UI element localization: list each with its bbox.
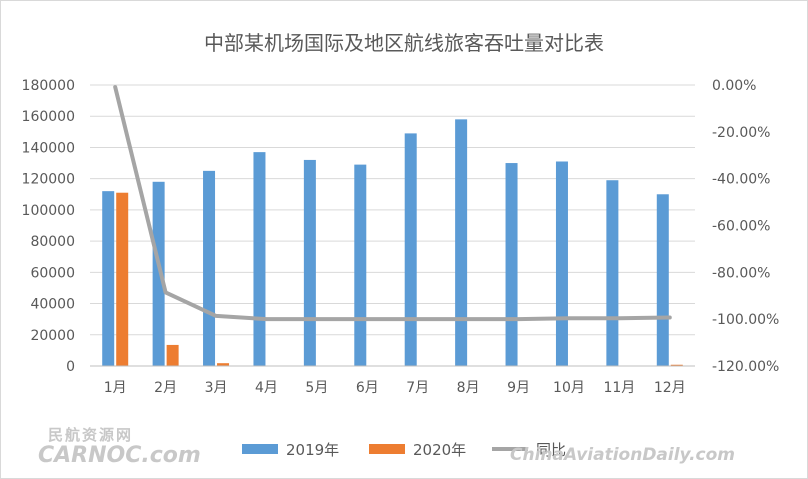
bar-2019年-2月 [152,181,165,366]
x-tick-label: 11月 [603,380,635,396]
watermark-carnoc-en: CARNOC.com [38,443,201,468]
x-tick-label: 5月 [305,380,328,396]
carnoc-watermark: 民航资源网 CARNOC.com [38,426,201,468]
x-tick-label: 10月 [553,380,585,396]
legend-swatch-2019年 [242,444,278,454]
right-tick-label: -100.00% [712,312,779,328]
bar-2019年-1月 [102,191,115,366]
bar-2019年-7月 [404,133,417,366]
legend: 2019年 2020年 同比 [242,441,566,459]
x-tick-label: 8月 [457,380,480,396]
line-同比 [113,85,672,322]
x-tick-label: 7月 [406,380,429,396]
bar-2019年-9月 [505,163,518,366]
bar-2019年-3月 [203,170,216,366]
bar-2019年-11月 [606,180,619,366]
bar-2020年-12月 [670,364,683,366]
bar-2019年-6月 [354,164,367,366]
right-tick-label: 0.00% [712,78,756,94]
chart-title: 中部某机场国际及地区航线旅客吞吐量对比表 [204,31,604,55]
right-y-axis: 0.00% -20.00% -40.00% -60.00% -80.00% -100.00… [712,78,779,375]
bar-2020年-3月 [217,363,230,366]
left-tick-label: 80000 [30,234,75,250]
line-series [113,85,672,322]
bar-2019年-12月 [656,194,669,366]
legend-label-2020年: 2020年 [413,441,466,459]
x-tick-label: 1月 [104,380,127,396]
aviation-daily-watermark: ChinaAviationDaily.com [510,445,735,465]
left-tick-label: 40000 [30,297,75,313]
left-tick-label: 160000 [22,109,75,125]
left-tick-label: 140000 [22,140,75,156]
right-tick-label: -60.00% [712,219,770,235]
bar-2020年-1月 [116,192,129,366]
legend-swatch-2020年 [369,444,405,454]
left-tick-label: 20000 [30,328,75,344]
legend-label-同比: 同比 [536,441,566,459]
left-y-axis: 0 20000 40000 60000 80000 100000 120000 140000 1… [22,78,75,375]
x-tick-label: 6月 [356,380,379,396]
legend-label-2019年: 2019年 [286,441,339,459]
right-tick-label: -40.00% [712,172,770,188]
bar-2020年-2月 [166,344,179,366]
x-tick-label: 12月 [654,380,686,396]
x-tick-label: 2月 [154,380,177,396]
bar-2019年-5月 [303,159,316,366]
left-tick-label: 100000 [22,203,75,219]
x-axis: 1月 2月 3月 4月 5月 6月 7月 8月 9月 10月 11月 12月 [90,365,695,396]
x-tick-label: 3月 [205,380,228,396]
watermark-carnoc-cn: 民航资源网 [48,426,133,444]
bar-2019年-8月 [455,119,468,366]
right-tick-label: -20.00% [712,125,770,141]
left-tick-label: 120000 [22,172,75,188]
bar-2019年-4月 [253,152,266,366]
left-tick-label: 0 [66,359,75,375]
right-tick-label: -80.00% [712,265,770,281]
right-tick-label: -120.00% [712,359,779,375]
watermark-aviation-daily: ChinaAviationDaily.com [510,445,735,465]
bar-2019年-10月 [555,161,568,366]
left-tick-label: 180000 [22,78,75,94]
x-tick-label: 4月 [255,380,278,396]
x-tick-label: 9月 [507,380,530,396]
left-tick-label: 60000 [30,265,75,281]
